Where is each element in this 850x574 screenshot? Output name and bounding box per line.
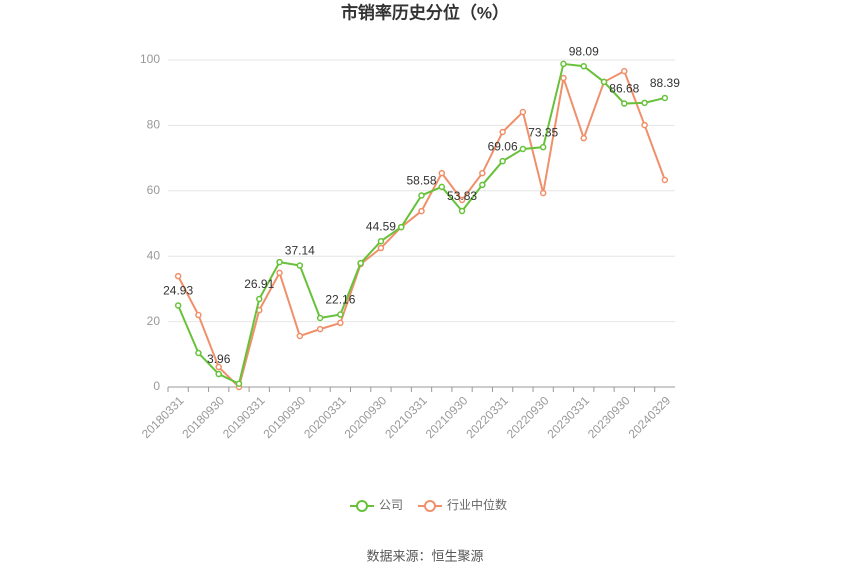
- y-tick-label: 100: [140, 52, 160, 66]
- point: [661, 94, 669, 102]
- point: [641, 99, 648, 107]
- point: [479, 169, 486, 177]
- point: [499, 128, 506, 136]
- point: [337, 311, 344, 318]
- point: [621, 100, 628, 107]
- x-tick-label: 20220930: [504, 393, 552, 441]
- x-tick-label: 20200331: [301, 393, 349, 441]
- y-tick-label: 80: [147, 118, 161, 132]
- point: [519, 145, 527, 153]
- point: [580, 62, 587, 70]
- data-label: 24.93: [163, 284, 193, 298]
- point: [195, 349, 202, 357]
- point: [600, 78, 608, 86]
- point: [458, 207, 466, 215]
- x-tick-label: 20210331: [382, 393, 430, 441]
- point: [661, 176, 669, 184]
- data-label: 86.68: [609, 82, 639, 96]
- point: [479, 181, 486, 189]
- point: [641, 121, 648, 129]
- point: [397, 223, 405, 231]
- point: [539, 189, 547, 197]
- data-label: 98.09: [569, 44, 599, 58]
- point: [499, 157, 506, 165]
- point: [438, 169, 446, 177]
- x-tick-label: 20210930: [423, 393, 471, 441]
- data-label: 69.06: [488, 139, 518, 153]
- x-tick-label: 20220331: [463, 393, 511, 441]
- point: [438, 183, 446, 191]
- data-label: 22.16: [325, 293, 355, 307]
- point: [357, 259, 364, 267]
- x-tick-label: 20190930: [261, 393, 309, 441]
- source: 数据来源：恒生聚源: [366, 548, 483, 563]
- series-line: [177, 69, 666, 389]
- data-label: 53.83: [447, 189, 477, 203]
- data-label: 37.14: [285, 244, 315, 258]
- data-label: 3.96: [207, 352, 231, 366]
- data-label: 44.59: [366, 219, 396, 233]
- point: [276, 269, 283, 277]
- x-tick-label: 20230930: [585, 393, 633, 441]
- x-tick-label: 20240329: [626, 393, 674, 441]
- point: [296, 262, 304, 269]
- point: [580, 134, 587, 142]
- point: [316, 314, 324, 322]
- point: [539, 143, 547, 151]
- data-label: 73.35: [528, 125, 558, 139]
- point: [458, 196, 466, 204]
- point: [195, 311, 202, 319]
- point: [560, 74, 567, 82]
- y-tick-label: 40: [147, 248, 161, 262]
- point: [215, 363, 222, 371]
- x-tick-label: 20200930: [342, 393, 390, 441]
- point: [560, 60, 567, 68]
- point: [377, 237, 385, 245]
- legend-marker: [424, 500, 436, 512]
- data-label: 88.39: [650, 76, 680, 90]
- legend-marker: [356, 500, 368, 512]
- point: [316, 325, 324, 333]
- series-line: [177, 62, 666, 386]
- x-tick-label: 20180331: [139, 393, 187, 441]
- point: [418, 207, 425, 215]
- y-tick-label: 20: [147, 314, 161, 328]
- data-label: 26.91: [244, 277, 274, 291]
- point: [418, 192, 425, 199]
- y-tick-label: 0: [153, 379, 160, 393]
- chart-title: 市销率历史分位（%）: [341, 2, 509, 22]
- data-label: 58.58: [406, 174, 436, 188]
- point: [256, 295, 263, 303]
- point: [276, 258, 283, 266]
- x-tick-label: 20180930: [179, 393, 227, 441]
- legend-label: 行业中位数: [447, 497, 507, 512]
- point: [174, 302, 182, 309]
- point: [235, 380, 243, 387]
- point: [174, 272, 182, 280]
- legend-label: 公司: [379, 498, 403, 512]
- point: [337, 319, 344, 327]
- point: [377, 244, 385, 252]
- point: [519, 108, 527, 116]
- x-tick-label: 20190331: [220, 393, 268, 441]
- x-tick-label: 20230331: [544, 393, 592, 441]
- y-tick-label: 60: [147, 183, 161, 197]
- point: [621, 67, 628, 75]
- point: [296, 332, 304, 340]
- point: [215, 370, 222, 378]
